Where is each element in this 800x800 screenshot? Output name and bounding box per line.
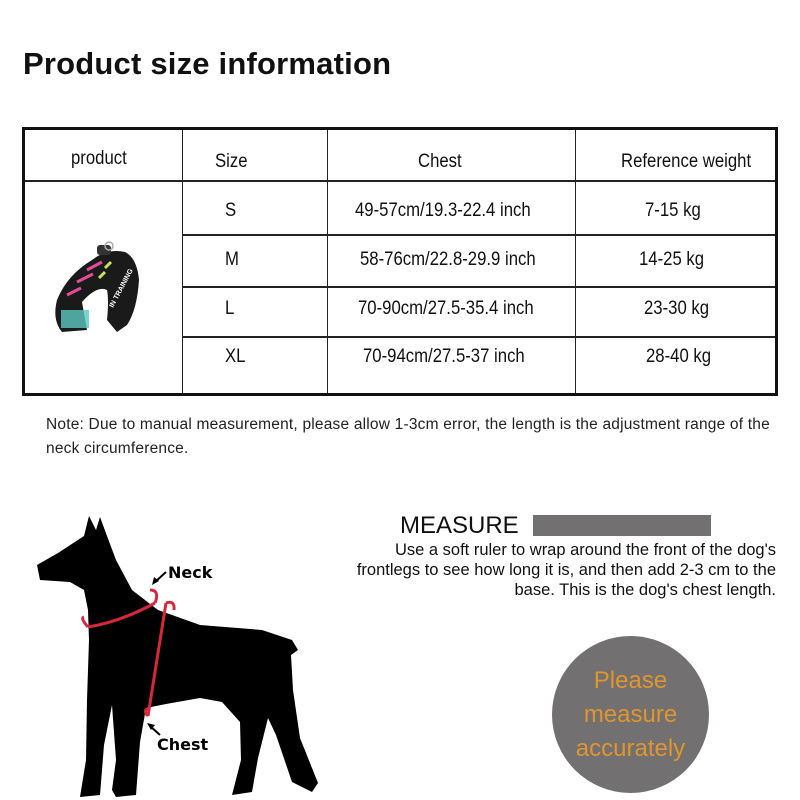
size-cell: L xyxy=(225,298,235,319)
measure-heading: MEASURE xyxy=(400,512,519,539)
chest-cell: 58-76cm/22.8-29.9 inch xyxy=(360,249,536,270)
badge-line: measure xyxy=(583,700,678,728)
row-divider xyxy=(182,286,775,288)
weight-cell: 28-40 kg xyxy=(646,346,712,367)
size-cell: S xyxy=(225,200,237,221)
measure-heading-bar xyxy=(533,515,711,536)
row-divider xyxy=(25,180,775,182)
dog-measure-diagram: Neck Chest xyxy=(37,516,318,797)
header-product: product xyxy=(71,148,127,169)
row-divider xyxy=(182,234,775,236)
weight-cell: 23-30 kg xyxy=(644,298,710,319)
dog-silhouette xyxy=(37,516,318,797)
strap-lines xyxy=(81,588,176,718)
please-measure-badge: Please measure accurately xyxy=(552,636,709,793)
neck-label: Neck xyxy=(168,563,213,582)
column-divider xyxy=(182,130,183,393)
row-divider xyxy=(182,336,775,338)
chest-label: Chest xyxy=(157,735,209,754)
measure-instructions: Use a soft ruler to wrap around the fron… xyxy=(356,541,776,599)
weight-cell: 7-15 kg xyxy=(645,200,701,221)
badge-line: accurately xyxy=(575,734,686,762)
chest-cell: 70-94cm/27.5-37 inch xyxy=(363,346,525,367)
page-title: Product size information xyxy=(23,46,392,81)
size-cell: XL xyxy=(225,346,246,367)
size-table: product Size Chest Reference weight S 49… xyxy=(22,127,778,396)
badge-line: Please xyxy=(593,666,668,694)
neck-arrow-head-icon xyxy=(152,577,159,585)
header-chest: Chest xyxy=(418,151,462,172)
column-divider xyxy=(575,130,576,393)
chest-cell: 70-90cm/27.5-35.4 inch xyxy=(358,298,534,319)
harness-product-image: IN TRAINING xyxy=(55,241,140,332)
column-divider xyxy=(327,130,328,393)
chest-cell: 49-57cm/19.3-22.4 inch xyxy=(355,200,531,221)
header-weight: Reference weight xyxy=(621,151,752,172)
weight-cell: 14-25 kg xyxy=(639,249,705,270)
measurement-note: Note: Due to manual measurement, please … xyxy=(46,416,770,457)
chest-arrow-head-icon xyxy=(147,723,155,730)
header-size: Size xyxy=(215,151,248,172)
size-cell: M xyxy=(225,249,239,270)
